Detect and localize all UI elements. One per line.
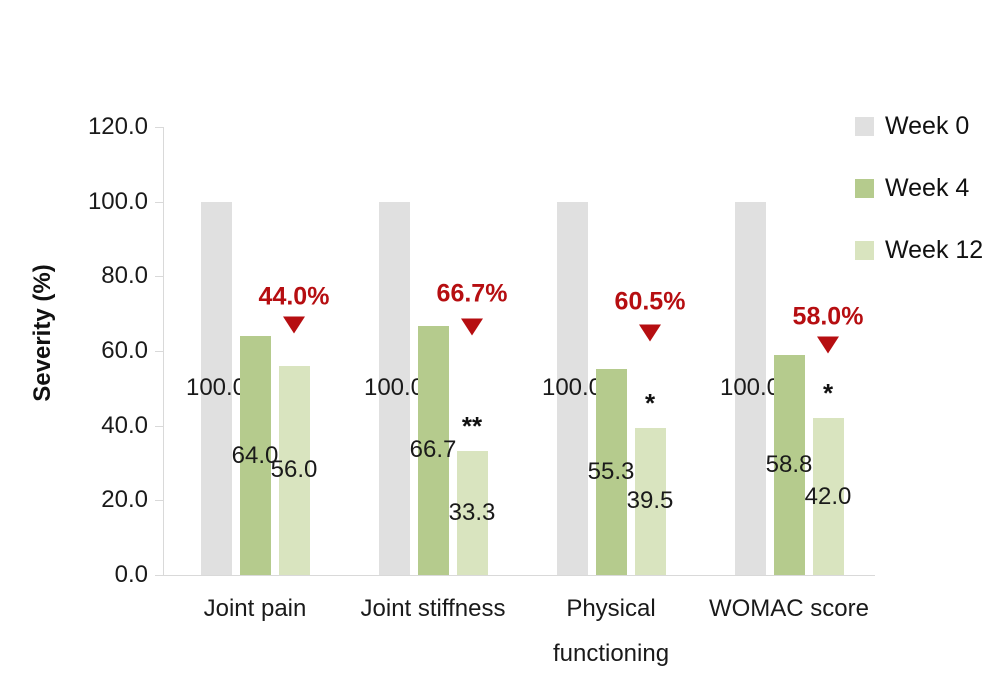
bar-value-label: 58.8 bbox=[765, 451, 813, 479]
y-tick-label: 40.0 bbox=[101, 411, 148, 439]
significance-marker: ** bbox=[461, 410, 483, 441]
x-axis-line bbox=[163, 575, 875, 576]
legend-item-week-12: Week 12 bbox=[855, 236, 983, 265]
down-arrow-icon bbox=[639, 324, 661, 342]
legend-label: Week 12 bbox=[885, 236, 984, 264]
bar-week4-3 bbox=[773, 355, 805, 575]
bar-value-label: 33.3 bbox=[448, 498, 496, 526]
bar-value-label: 55.3 bbox=[587, 457, 635, 485]
bar-week4-1 bbox=[417, 325, 449, 575]
bar-week12-2 bbox=[634, 427, 666, 575]
bar-value-label: 100.0 bbox=[363, 374, 425, 402]
y-tick-label: 60.0 bbox=[101, 337, 148, 364]
bar-value-label: 100.0 bbox=[185, 374, 247, 402]
x-axis-label: Joint pain bbox=[203, 595, 307, 622]
significance-marker: * bbox=[644, 387, 656, 418]
y-tick-label: 20.0 bbox=[101, 486, 148, 514]
legend-swatch-icon bbox=[855, 241, 874, 260]
bar-week12-1 bbox=[456, 450, 488, 575]
bar-week12-3 bbox=[812, 418, 844, 575]
y-tick-mark bbox=[155, 575, 164, 576]
down-arrow-icon bbox=[461, 318, 483, 336]
bar-week4-0 bbox=[239, 336, 271, 575]
legend-label: Week 4 bbox=[885, 174, 970, 202]
bar-week12-0 bbox=[278, 365, 310, 575]
y-tick-mark bbox=[155, 351, 164, 352]
down-arrow-icon bbox=[817, 336, 839, 354]
bar-value-label: 42.0 bbox=[804, 482, 852, 510]
bar-week0-3 bbox=[734, 201, 766, 575]
x-axis-label: WOMAC score bbox=[708, 595, 869, 622]
legend-label: Week 0 bbox=[885, 112, 970, 140]
y-tick-mark bbox=[155, 201, 164, 203]
legend-swatch-icon bbox=[855, 179, 874, 198]
legend-swatch-icon bbox=[855, 117, 874, 136]
y-tick-mark bbox=[155, 127, 164, 128]
legend-item-week-0: Week 0 bbox=[855, 112, 983, 141]
reduction-label: 58.0% bbox=[792, 302, 864, 331]
reduction-label: 44.0% bbox=[258, 282, 330, 311]
significance-marker: * bbox=[822, 378, 834, 409]
legend: Week 0 Week 4 Week 12 bbox=[855, 112, 983, 298]
bar-week0-0 bbox=[200, 201, 232, 575]
bar-week4-2 bbox=[595, 368, 627, 575]
bar-value-label: 64.0 bbox=[231, 441, 279, 469]
reduction-label: 66.7% bbox=[436, 279, 508, 308]
y-tick-label: 120.0 bbox=[87, 113, 148, 140]
bar-value-label: 66.7 bbox=[409, 436, 457, 464]
bar-value-label: 100.0 bbox=[719, 374, 781, 402]
down-arrow-icon bbox=[283, 316, 305, 334]
y-tick-label: 80.0 bbox=[101, 262, 148, 290]
bar-value-label: 56.0 bbox=[270, 456, 318, 484]
y-tick-label: 100.0 bbox=[87, 187, 148, 215]
reduction-label: 60.5% bbox=[614, 287, 686, 316]
x-axis-label: Joint stiffness bbox=[360, 595, 506, 622]
bar-value-label: 100.0 bbox=[541, 374, 603, 402]
bar-week0-1 bbox=[378, 201, 410, 575]
y-tick-mark bbox=[155, 276, 164, 278]
legend-item-week-4: Week 4 bbox=[855, 174, 983, 203]
bar-value-label: 39.5 bbox=[626, 487, 674, 515]
x-axis-label: Physical functioning bbox=[552, 595, 670, 667]
y-axis-title: Severity (%) bbox=[29, 264, 56, 402]
y-tick-mark bbox=[155, 500, 164, 502]
y-tick-label: 0.0 bbox=[114, 561, 148, 588]
y-tick-mark bbox=[155, 425, 164, 427]
bar-week0-2 bbox=[556, 201, 588, 575]
